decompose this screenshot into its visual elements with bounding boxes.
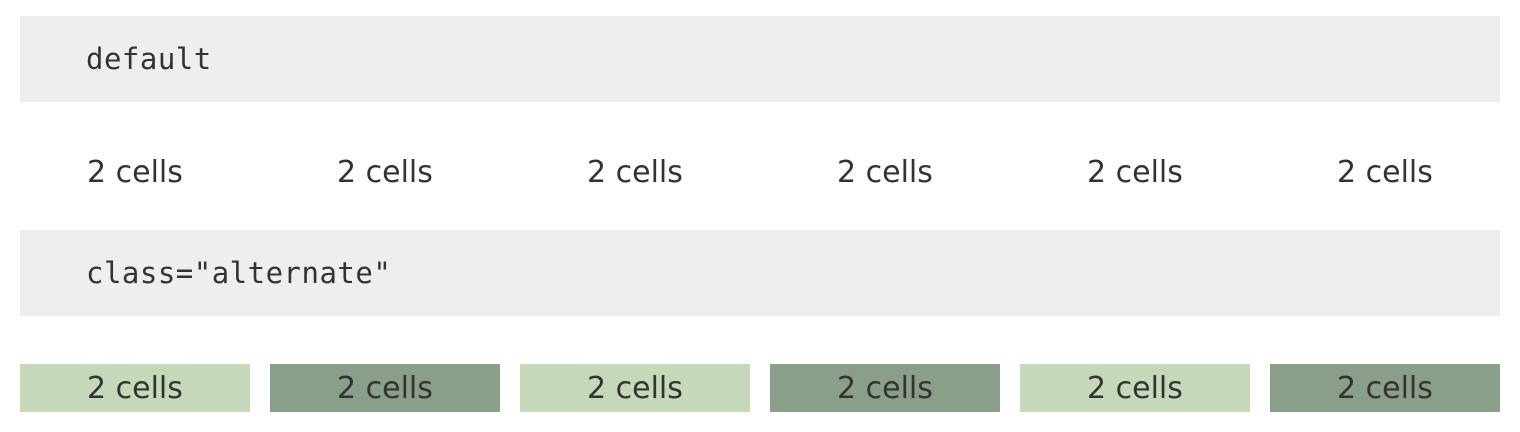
grid-cell: 2 cells: [337, 154, 433, 190]
grid-cell: 2 cells: [270, 364, 500, 412]
grid-cell: 2 cells: [587, 154, 683, 190]
grid-cell: 2 cells: [1087, 154, 1183, 190]
grid-cell: 2 cells: [1337, 154, 1433, 190]
code-text: default: [86, 42, 212, 76]
code-text: class="alternate": [86, 256, 392, 290]
grid-cell: 2 cells: [20, 364, 250, 412]
grid-cell: 2 cells: [87, 154, 183, 190]
grid-cell: 2 cells: [837, 154, 933, 190]
cell-row-alternate: 2 cells 2 cells 2 cells 2 cells 2 cells …: [20, 364, 1500, 412]
grid-cell: 2 cells: [1270, 364, 1500, 412]
grid-cell: 2 cells: [770, 364, 1000, 412]
grid-cell: 2 cells: [1020, 364, 1250, 412]
cell-row-default: 2 cells 2 cells 2 cells 2 cells 2 cells …: [20, 148, 1500, 196]
code-label-default: default: [20, 16, 1500, 102]
code-label-alternate: class="alternate": [20, 230, 1500, 316]
grid-cell: 2 cells: [520, 364, 750, 412]
